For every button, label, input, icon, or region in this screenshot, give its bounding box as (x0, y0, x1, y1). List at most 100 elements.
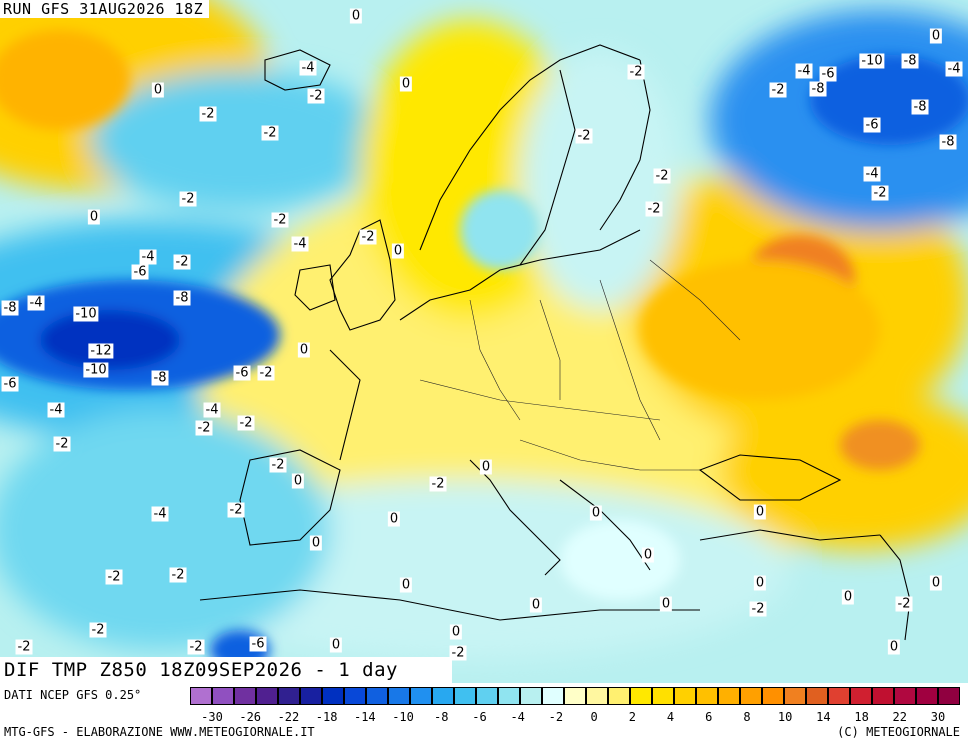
map-value-label: 0 (589, 505, 603, 521)
norway-coast (419, 44, 641, 251)
scale-tick-label: -6 (472, 710, 487, 724)
map-value-label: -8 (173, 290, 191, 306)
map-value-label: -4 (945, 61, 963, 77)
map-value-label: -2 (271, 212, 289, 228)
map-value-label: -6 (1, 376, 19, 392)
scale-tick-label: 14 (816, 710, 831, 724)
scale-tick-label: -30 (201, 710, 223, 724)
map-title: DIF TMP Z850 18Z09SEP2026 - 1 day (0, 657, 452, 684)
scale-swatch (520, 687, 542, 705)
scale-tick-label: 10 (777, 710, 793, 724)
anatolia-coast (699, 529, 881, 541)
map-value-label: -8 (151, 370, 169, 386)
scale-swatch (762, 687, 784, 705)
scale-swatch (542, 687, 564, 705)
map-value-label: -2 (199, 106, 217, 122)
map-value-label: -12 (88, 343, 114, 359)
map-value-label: -4 (795, 63, 813, 79)
scale-swatch (256, 687, 278, 705)
map-value-label: -2 (187, 639, 205, 655)
map-value-label: -8 (809, 81, 827, 97)
map-value-label: -2 (179, 191, 197, 207)
map-value-label: -2 (575, 128, 593, 144)
scale-tick-label: -10 (392, 710, 414, 724)
map-value-label: 0 (659, 596, 673, 612)
scale-swatch (366, 687, 388, 705)
map-value-label: 0 (309, 535, 323, 551)
map-value-label: -4 (291, 236, 309, 252)
map-value-label: -6 (863, 117, 881, 133)
scale-swatch (278, 687, 300, 705)
data-source: DATI NCEP GFS 0.25° (4, 688, 142, 702)
map-value-label: -2 (227, 502, 245, 518)
map-value-label: -8 (939, 134, 957, 150)
scale-tick-label: 6 (705, 710, 713, 724)
scale-swatch (630, 687, 652, 705)
map-value-label: -8 (1, 300, 19, 316)
scale-swatch (938, 687, 960, 705)
baltic-cool-spot (460, 190, 540, 270)
copyright-text: (C) METEOGIORNALE (837, 725, 960, 739)
map-value-label: 0 (151, 82, 165, 98)
scale-tick-label: -14 (353, 710, 376, 724)
map-value-label: -2 (195, 420, 213, 436)
scale-swatch (674, 687, 696, 705)
map-value-label: 0 (87, 209, 101, 225)
map-value-label: -2 (653, 168, 671, 184)
iberia-cold-area (0, 410, 330, 650)
map-value-label: -2 (257, 365, 275, 381)
black-sea-coast (698, 454, 842, 501)
map-value-label: -2 (645, 201, 663, 217)
arctic-deep-cold-core (810, 55, 968, 145)
scale-tick-label: 18 (854, 710, 869, 724)
scale-swatch (784, 687, 806, 705)
scale-tick-label: -18 (315, 710, 338, 724)
map-value-label: -4 (151, 506, 169, 522)
border-line (419, 379, 661, 421)
map-value-label: -2 (307, 88, 325, 104)
scale-swatch (234, 687, 256, 705)
map-value-label: -2 (269, 457, 287, 473)
map-value-label: 0 (929, 575, 943, 591)
map-value-label: -2 (105, 569, 123, 585)
scale-swatch (696, 687, 718, 705)
map-value-label: 0 (387, 511, 401, 527)
scale-swatch (608, 687, 630, 705)
map-value-label: 0 (753, 575, 767, 591)
scale-swatch (586, 687, 608, 705)
map-value-label: -6 (249, 636, 267, 652)
scale-tick-label: -26 (239, 710, 262, 724)
scale-tick-label: -8 (434, 710, 449, 724)
map-value-label: -4 (203, 402, 221, 418)
anomaly-cores (0, 30, 968, 670)
map-value-label: 0 (753, 504, 767, 520)
scale-swatch (300, 687, 322, 705)
scale-swatch (322, 687, 344, 705)
scale-swatch (190, 687, 212, 705)
map-value-label: 0 (449, 624, 463, 640)
map-value-label: -2 (173, 254, 191, 270)
map-value-label: -2 (261, 125, 279, 141)
scale-swatch (652, 687, 674, 705)
scale-swatch (718, 687, 740, 705)
scale-swatch (564, 687, 586, 705)
british-isles-coast (329, 219, 396, 331)
border-line (519, 439, 700, 471)
scale-swatch (828, 687, 850, 705)
scale-tick-label: 8 (743, 710, 751, 724)
footer: DATI NCEP GFS 0.25° -30 -26 -22 -18 -14 -10 -8… (0, 683, 968, 745)
map-value-label: -2 (871, 185, 889, 201)
north-atlantic-hot-core (0, 30, 130, 130)
scale-tick-label: 22 (892, 710, 908, 724)
map-value-label: -10 (73, 306, 99, 322)
map-value-label: -2 (89, 622, 107, 638)
map-value-label: -10 (83, 362, 109, 378)
russia-warm-ring (640, 260, 880, 400)
map-value-label: 0 (887, 639, 901, 655)
scale-swatch (806, 687, 828, 705)
levant-coast (879, 534, 911, 641)
map-value-label: -2 (769, 82, 787, 98)
scale-tick-label: 2 (628, 710, 636, 724)
map-value-label: -4 (863, 166, 881, 182)
scale-swatch (476, 687, 498, 705)
